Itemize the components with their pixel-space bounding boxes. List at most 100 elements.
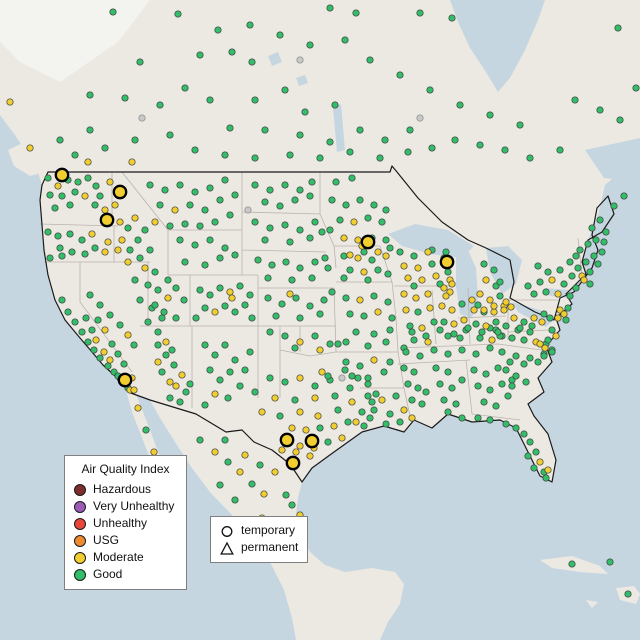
monitor-good[interactable]	[221, 302, 229, 310]
monitor-good[interactable]	[158, 314, 166, 322]
monitor-moderate[interactable]	[84, 158, 92, 166]
monitor-good[interactable]	[504, 392, 512, 400]
monitor-good[interactable]	[66, 230, 74, 238]
monitor-good[interactable]	[372, 390, 380, 398]
monitor-good[interactable]	[508, 334, 516, 342]
monitor-moderate[interactable]	[408, 414, 416, 422]
monitor-good[interactable]	[620, 192, 628, 200]
monitor-good[interactable]	[326, 138, 334, 146]
monitor-good[interactable]	[368, 256, 376, 264]
monitor-temporary-moderate[interactable]	[304, 433, 320, 449]
monitor-good[interactable]	[311, 258, 319, 266]
monitor-temporary-moderate[interactable]	[112, 184, 128, 200]
monitor-good[interactable]	[91, 201, 99, 209]
monitor-moderate[interactable]	[241, 451, 249, 459]
monitor-good[interactable]	[458, 346, 466, 354]
monitor-good[interactable]	[616, 116, 624, 124]
monitor-moderate[interactable]	[228, 294, 236, 302]
monitor-good[interactable]	[196, 286, 204, 294]
monitor-good[interactable]	[246, 21, 254, 29]
monitor-good[interactable]	[156, 101, 164, 109]
monitor-moderate[interactable]	[211, 308, 219, 316]
monitor-good[interactable]	[186, 201, 194, 209]
monitor-moderate[interactable]	[166, 378, 174, 386]
monitor-moderate[interactable]	[490, 302, 498, 310]
monitor-good[interactable]	[476, 334, 484, 342]
monitor-good[interactable]	[328, 288, 336, 296]
monitor-good[interactable]	[358, 408, 366, 416]
monitor-moderate[interactable]	[476, 290, 484, 298]
monitor-moderate[interactable]	[318, 368, 326, 376]
monitor-good[interactable]	[86, 291, 94, 299]
monitor-good[interactable]	[296, 186, 304, 194]
monitor-moderate[interactable]	[171, 206, 179, 214]
monitor-good[interactable]	[108, 340, 116, 348]
monitor-good[interactable]	[106, 311, 114, 319]
monitor-temporary-moderate[interactable]	[117, 372, 133, 388]
monitor-good[interactable]	[418, 400, 426, 408]
monitor-good[interactable]	[196, 51, 204, 59]
monitor-good[interactable]	[512, 372, 520, 380]
monitor-moderate[interactable]	[340, 234, 348, 242]
monitor-good[interactable]	[440, 396, 448, 404]
monitor-moderate[interactable]	[530, 314, 538, 322]
monitor-good[interactable]	[74, 178, 82, 186]
monitor-good[interactable]	[216, 481, 224, 489]
monitor-good[interactable]	[472, 350, 480, 358]
monitor-good[interactable]	[91, 244, 99, 252]
monitor-good[interactable]	[114, 350, 122, 358]
monitor-good[interactable]	[44, 228, 52, 236]
monitor-good[interactable]	[331, 392, 339, 400]
monitor-good[interactable]	[216, 196, 224, 204]
monitor-good[interactable]	[261, 126, 269, 134]
monitor-good[interactable]	[44, 174, 52, 182]
monitor-no-data[interactable]	[338, 374, 346, 382]
monitor-good[interactable]	[404, 148, 412, 156]
monitor-good[interactable]	[136, 254, 144, 262]
monitor-good[interactable]	[68, 248, 76, 256]
monitor-good[interactable]	[296, 264, 304, 272]
monitor-good[interactable]	[414, 384, 422, 392]
monitor-good[interactable]	[116, 321, 124, 329]
monitor-good[interactable]	[144, 281, 152, 289]
monitor-moderate[interactable]	[101, 248, 109, 256]
monitor-moderate[interactable]	[370, 356, 378, 364]
monitor-good[interactable]	[530, 290, 538, 298]
monitor-good[interactable]	[474, 382, 482, 390]
monitor-moderate[interactable]	[470, 306, 478, 314]
monitor-good[interactable]	[216, 284, 224, 292]
monitor-good[interactable]	[316, 310, 324, 318]
monitor-good[interactable]	[264, 294, 272, 302]
monitor-good[interactable]	[574, 264, 582, 272]
monitor-good[interactable]	[532, 448, 540, 456]
monitor-good[interactable]	[490, 266, 498, 274]
monitor-good[interactable]	[370, 406, 378, 414]
monitor-good[interactable]	[534, 358, 542, 366]
monitor-good[interactable]	[456, 334, 464, 342]
monitor-good[interactable]	[356, 126, 364, 134]
monitor-good[interactable]	[451, 136, 459, 144]
monitor-good[interactable]	[78, 236, 86, 244]
monitor-good[interactable]	[308, 274, 316, 282]
monitor-moderate[interactable]	[346, 251, 354, 259]
monitor-good[interactable]	[368, 398, 376, 406]
monitor-temporary-moderate[interactable]	[279, 432, 295, 448]
monitor-good[interactable]	[236, 282, 244, 290]
monitor-good[interactable]	[564, 304, 572, 312]
monitor-good[interactable]	[546, 314, 554, 322]
monitor-good[interactable]	[131, 276, 139, 284]
monitor-good[interactable]	[596, 106, 604, 114]
monitor-moderate[interactable]	[236, 468, 244, 476]
monitor-good[interactable]	[162, 351, 170, 359]
monitor-good[interactable]	[154, 328, 162, 336]
monitor-good[interactable]	[486, 416, 494, 424]
monitor-good[interactable]	[540, 310, 548, 318]
monitor-good[interactable]	[241, 366, 249, 374]
monitor-good[interactable]	[276, 31, 284, 39]
monitor-good[interactable]	[226, 368, 234, 376]
monitor-good[interactable]	[109, 8, 117, 16]
monitor-good[interactable]	[296, 226, 304, 234]
monitor-good[interactable]	[542, 474, 550, 482]
monitor-moderate[interactable]	[424, 248, 432, 256]
monitor-good[interactable]	[256, 461, 264, 469]
